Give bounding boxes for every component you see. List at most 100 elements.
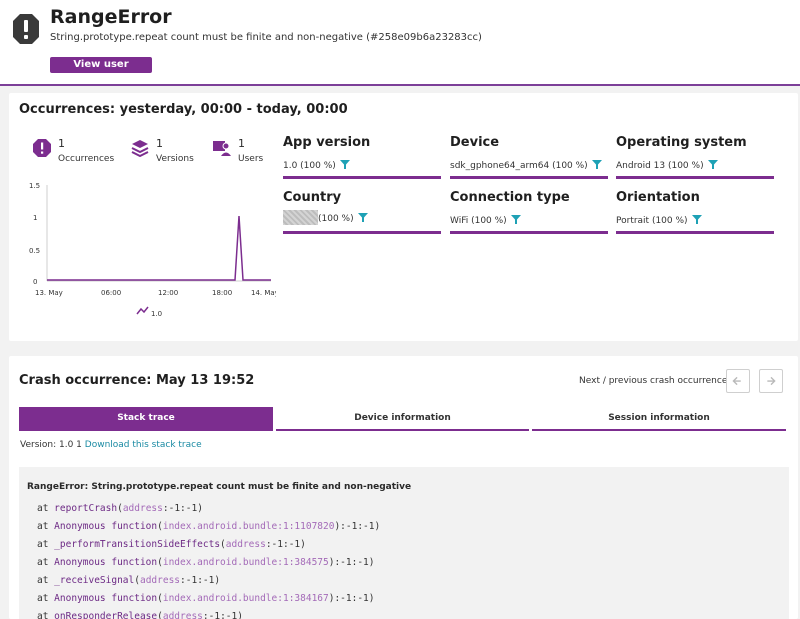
frame-function: Anonymous function: [54, 521, 158, 532]
layers-icon: [131, 140, 149, 157]
tab-device-information[interactable]: Device information: [276, 407, 529, 431]
stack-frame: at _receiveSignal(address:-1:-1): [37, 575, 221, 586]
kpi-users: 1 Users: [213, 136, 283, 176]
stack-frame: at reportCrash(address:-1:-1): [37, 503, 203, 514]
error-octagon-icon: [13, 14, 39, 44]
filter-icon[interactable]: [691, 215, 702, 224]
x-tick-label: 13. May: [35, 289, 63, 297]
stack-frame: at onResponderRelease(address:-1:-1): [37, 611, 243, 619]
arrow-right-icon: [767, 376, 776, 386]
prop-title: App version: [283, 135, 371, 150]
issue-subtitle: String.prototype.repeat count must be fi…: [50, 32, 482, 43]
frame-args: index.android.bundle:1:384575: [162, 557, 329, 568]
view-user-sessions-button[interactable]: View user sessions: [50, 57, 152, 86]
frame-prefix: at: [37, 539, 55, 550]
x-tick-label: 06:00: [101, 289, 121, 297]
stack-trace-panel: RangeError: String.prototype.repeat coun…: [19, 467, 789, 619]
prop-bar: [616, 231, 774, 234]
next-crash-button[interactable]: [759, 369, 783, 393]
frame-args: index.android.bundle:1:1107820: [162, 521, 335, 532]
frame-args: address: [122, 503, 163, 514]
prop-bar: [616, 176, 774, 179]
prop-value: sdk_gphone64_arm64 (100 %): [450, 160, 602, 171]
prop-bar: [450, 176, 608, 179]
prop-device: Device sdk_gphone64_arm64 (100 %): [450, 135, 610, 183]
prop-title: Orientation: [616, 190, 700, 205]
frame-prefix: at: [37, 503, 55, 514]
prop-title: Device: [450, 135, 500, 150]
prop-title: Connection type: [450, 190, 570, 205]
frame-args: address: [225, 539, 266, 550]
user-screen-icon: [213, 141, 231, 156]
prop-operating-system: Operating system Android 13 (100 %): [616, 135, 776, 183]
frame-function: _receiveSignal: [54, 575, 135, 586]
stack-frame: at _performTransitionSideEffects(address…: [37, 539, 306, 550]
download-stack-trace-link[interactable]: Download this stack trace: [84, 440, 202, 450]
tab-session-information[interactable]: Session information: [532, 407, 786, 431]
y-tick-label: 1.5: [29, 182, 40, 190]
x-tick-label: 14. May: [251, 289, 276, 297]
filter-icon[interactable]: [510, 215, 521, 224]
redacted-country: [283, 210, 318, 225]
occurrences-chart: 1.5 1 0.5 0 13. May 06:00 12:00 18:00 14…: [29, 182, 276, 318]
kpi-label: Users: [238, 154, 264, 164]
y-tick-label: 0: [33, 278, 37, 286]
issue-title: RangeError: [50, 6, 172, 28]
tab-stack-trace[interactable]: Stack trace: [19, 407, 273, 431]
prop-connection-type: Connection type WiFi (100 %): [450, 190, 610, 238]
stack-frame: at Anonymous function(index.android.bund…: [37, 557, 375, 568]
frame-args: index.android.bundle:1:384167: [162, 593, 329, 604]
prop-app-version: App version 1.0 (100 %): [283, 135, 443, 183]
prop-value: (100 %): [283, 210, 368, 225]
stack-frame: at Anonymous function(index.android.bund…: [37, 521, 381, 532]
prop-value: WiFi (100 %): [450, 215, 521, 226]
legend-label: 1.0: [151, 310, 162, 318]
prop-value: Android 13 (100 %): [616, 160, 718, 171]
filter-icon[interactable]: [591, 160, 602, 169]
arrow-left-icon: [732, 376, 741, 386]
filter-icon[interactable]: [357, 213, 368, 222]
frame-prefix: at: [37, 557, 55, 568]
y-tick-label: 0.5: [29, 247, 40, 255]
prop-value: Portrait (100 %): [616, 215, 702, 226]
stack-frame: at Anonymous function(index.android.bund…: [37, 593, 375, 604]
x-tick-label: 18:00: [212, 289, 232, 297]
prop-orientation: Orientation Portrait (100 %): [616, 190, 776, 238]
alert-octagon-icon: [33, 139, 51, 157]
frame-args: address: [139, 575, 181, 586]
filter-icon[interactable]: [707, 160, 718, 169]
version-text: Version: 1.0 1: [20, 440, 82, 450]
prop-bar: [450, 231, 608, 234]
filter-icon[interactable]: [339, 160, 350, 169]
previous-crash-button[interactable]: [726, 369, 750, 393]
kpi-value: 1: [238, 137, 245, 150]
frame-function: onResponderRelease: [54, 611, 158, 619]
crash-nav-label: Next / previous crash occurrence: [579, 376, 728, 386]
issue-header: RangeError String.prototype.repeat count…: [0, 0, 800, 86]
frame-function: Anonymous function: [54, 593, 158, 604]
frame-function: reportCrash: [54, 503, 118, 514]
prop-title: Operating system: [616, 135, 747, 150]
frame-args: address: [162, 611, 203, 619]
frame-prefix: at: [37, 593, 55, 604]
kpi-occurrences: 1 Occurrences: [33, 136, 123, 176]
frame-prefix: at: [37, 611, 55, 619]
frame-prefix: at: [37, 575, 55, 586]
trace-header: RangeError: String.prototype.repeat coun…: [27, 482, 412, 492]
prop-country: Country (100 %): [283, 190, 443, 238]
prop-title: Country: [283, 190, 342, 205]
prop-value: 1.0 (100 %): [283, 160, 350, 171]
prop-bar: [283, 231, 441, 234]
kpi-label: Versions: [156, 154, 194, 164]
prop-bar: [283, 176, 441, 179]
occurrences-card: Occurrences: yesterday, 00:00 - today, 0…: [9, 93, 798, 341]
x-tick-label: 12:00: [158, 289, 178, 297]
kpi-versions: 1 Versions: [131, 136, 211, 176]
legend-line-icon: [136, 306, 149, 315]
kpi-label: Occurrences: [58, 154, 115, 164]
kpi-value: 1: [156, 137, 163, 150]
occurrences-title: Occurrences: yesterday, 00:00 - today, 0…: [19, 102, 348, 117]
frame-function: Anonymous function: [54, 557, 158, 568]
frame-function: _performTransitionSideEffects: [54, 539, 221, 550]
y-tick-label: 1: [33, 214, 37, 222]
